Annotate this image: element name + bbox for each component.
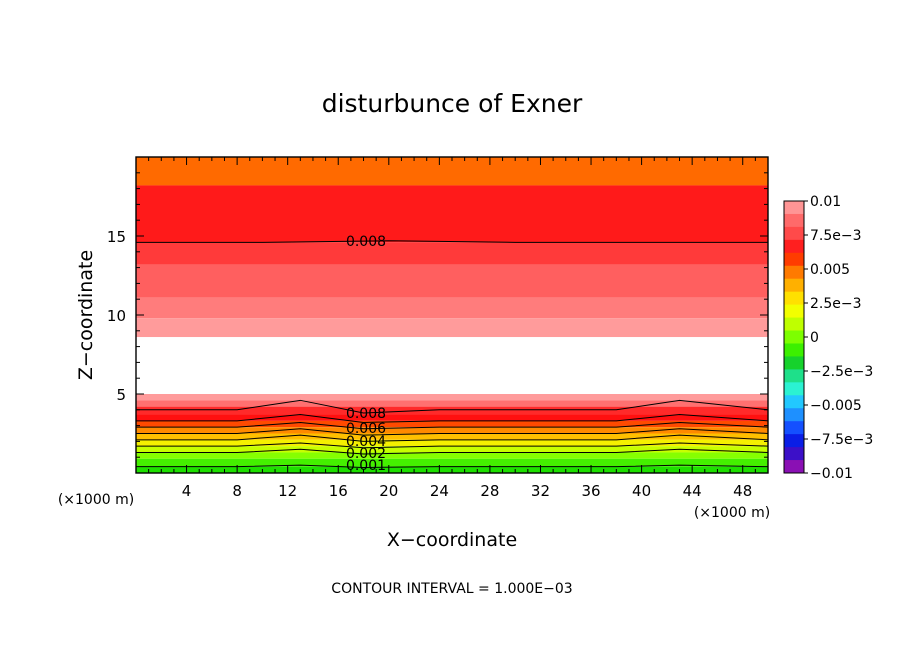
x-tick-label: 4 [182, 482, 192, 500]
x-tick-label: 16 [329, 482, 348, 500]
contour-band [136, 446, 768, 453]
contour-lines [136, 240, 769, 468]
contour-band [136, 242, 768, 265]
colorbar-segment [784, 213, 804, 228]
colorbar-tick-label: 7.5e−3 [810, 228, 862, 244]
contour-band [136, 452, 768, 459]
colorbar-tick-label: 0.005 [810, 262, 850, 278]
contour-band [136, 458, 768, 467]
x-tick-label: 8 [232, 482, 242, 500]
contour-label: 0.008 [346, 406, 386, 422]
contour-label: 0.006 [346, 421, 386, 437]
colorbar-segment [784, 278, 804, 293]
colorbar-segment [784, 304, 804, 319]
contour-label: 0.001 [346, 458, 386, 474]
colorbar-segment [784, 382, 804, 396]
contour-band [136, 427, 768, 434]
y-tick-label: 5 [116, 386, 126, 404]
contour-interval-footer: CONTOUR INTERVAL = 1.000E−03 [331, 581, 572, 597]
x-tick-label: 40 [632, 482, 651, 500]
x-tick-label: 32 [531, 482, 550, 500]
colorbar-segment [784, 201, 804, 215]
contour-label: 0.002 [346, 446, 386, 462]
x-tick-label: 28 [480, 482, 499, 500]
colorbar-segment [784, 317, 804, 332]
colorbar-tick-label: −0.005 [810, 398, 862, 414]
y-tick-label: 15 [107, 228, 126, 246]
contour-band [136, 433, 768, 440]
colorbar-segment [784, 330, 804, 344]
contour-band [136, 406, 768, 415]
y-axis-label: Z−coordinate [75, 250, 97, 380]
colorbar-segment [784, 434, 804, 448]
colorbar-segment [784, 395, 804, 409]
colorbar-tick-label: −7.5e−3 [810, 432, 873, 448]
colorbar-segment [784, 447, 804, 461]
colorbar-segment [784, 369, 804, 383]
colorbar-tick-label: −0.01 [810, 466, 853, 482]
colorbar-segment [784, 356, 804, 370]
colorbar-segment [784, 408, 804, 422]
colorbar-tick-label: 2.5e−3 [810, 296, 862, 312]
filled-contour-bands [136, 157, 768, 473]
colorbar-segment [784, 343, 804, 357]
contour-label: 0.008 [346, 234, 386, 250]
colorbar-segment [784, 460, 804, 474]
contour-line [136, 428, 769, 436]
axis-ticks [136, 157, 768, 473]
contour-band [136, 394, 768, 401]
colorbar-labels: 0.01 7.5e−3 0.005 2.5e−3 0 −2.5e−3 −0.005 −7.5e… [804, 194, 873, 482]
contour-band [136, 185, 768, 243]
x-axis-label: X−coordinate [387, 529, 517, 551]
colorbar-tick-label: 0.01 [810, 194, 841, 210]
colorbar-segment [784, 239, 804, 254]
contour-band [136, 157, 768, 186]
colorbar-segment [784, 226, 804, 241]
contour-line [136, 399, 769, 414]
contour-line [136, 434, 769, 442]
colorbar-segment [784, 252, 804, 267]
x-unit-label: (×1000 m) [694, 505, 770, 521]
contour-band [136, 337, 768, 394]
contour-line [136, 442, 769, 449]
x-tick-label: 48 [733, 482, 752, 500]
contour-label-group: 0.008 0.008 0.006 0.004 0.002 0.001 [346, 234, 386, 474]
colorbar-segment [784, 265, 804, 280]
contour-band [136, 264, 768, 298]
contour-line [136, 448, 769, 455]
x-tick-label: 12 [278, 482, 297, 500]
contour-line [136, 240, 768, 243]
colorbar-segment [784, 421, 804, 435]
y-tick-label: 10 [107, 307, 126, 325]
colorbar-segment [784, 291, 804, 306]
colorbar-tick-label: −2.5e−3 [810, 364, 873, 380]
x-tick-label: 24 [430, 482, 449, 500]
colorbar [783, 200, 805, 474]
contour-band [136, 420, 768, 428]
contour-band [136, 400, 768, 407]
contour-line [136, 414, 769, 423]
x-tick-label: 36 [581, 482, 600, 500]
x-tick-label: 44 [683, 482, 702, 500]
chart-title: disturbunce of Exner [322, 89, 583, 118]
contour-band [136, 318, 768, 338]
contour-band [136, 414, 768, 421]
contour-band [136, 439, 768, 447]
contour-band [136, 297, 768, 319]
x-tick-label: 20 [379, 482, 398, 500]
contour-line [136, 421, 769, 430]
contour-label: 0.004 [346, 434, 386, 450]
y-unit-label: (×1000 m) [58, 492, 134, 508]
colorbar-tick-label: 0 [810, 330, 819, 346]
